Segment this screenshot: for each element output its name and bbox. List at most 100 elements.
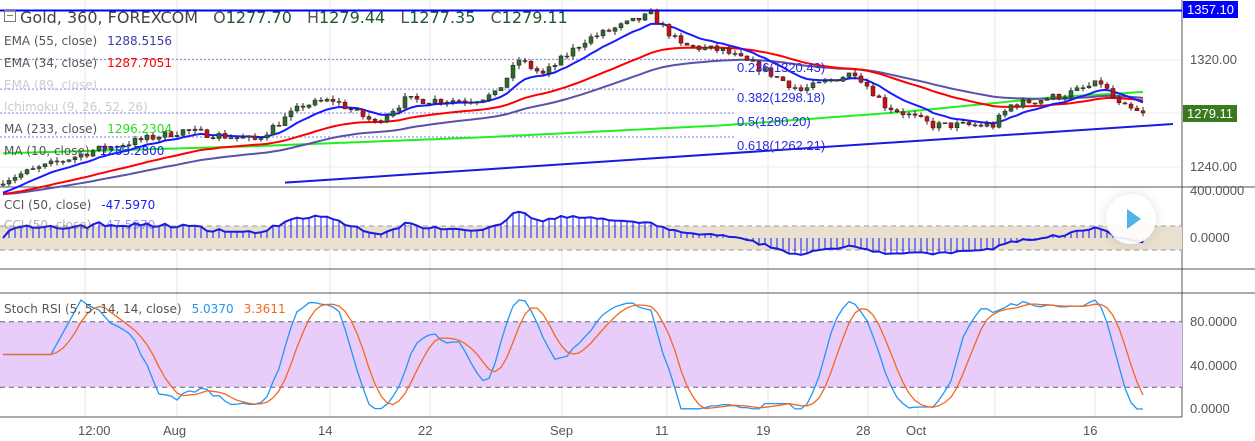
candle-body: [6, 180, 12, 185]
candle-body: [720, 47, 726, 51]
indicator-value: 1283.2800: [99, 144, 165, 158]
candle-body: [78, 153, 84, 158]
stoch-legend[interactable]: Stoch RSI (5, 5, 14, 14, close) 5.0370 3.3…: [4, 302, 286, 316]
candle-body: [798, 87, 804, 91]
candle-body: [462, 100, 468, 103]
candle-body: [648, 10, 654, 15]
indicator-legend[interactable]: EMA (55, close) 1288.5156: [4, 34, 172, 48]
candle-body: [678, 35, 684, 44]
candle-body: [762, 67, 768, 72]
candle-body: [1110, 88, 1116, 98]
candle-body: [1020, 99, 1026, 108]
candle-body: [882, 97, 888, 109]
candle-body: [564, 55, 570, 58]
candle-body: [528, 61, 534, 69]
candle-body: [792, 87, 798, 89]
candle-body: [414, 96, 420, 100]
candle-body: [552, 65, 558, 67]
candle-body: [1074, 87, 1080, 91]
high-value: 1279.44: [319, 8, 386, 27]
ma233-line: [2, 91, 1144, 155]
indicator-legend[interactable]: EMA (89, close): [4, 78, 107, 92]
candle-body: [1062, 96, 1068, 100]
candle-body: [750, 60, 756, 62]
candle-body: [240, 137, 246, 139]
candle-body: [102, 145, 108, 150]
indicator-name: MA (10, close): [4, 144, 90, 158]
indicator-legend[interactable]: EMA (34, close) 1287.7051: [4, 56, 172, 70]
ma10-line: [2, 22, 1144, 194]
candle-body: [732, 53, 738, 55]
indicator-legend[interactable]: Ichimoku (9, 26, 52, 26): [4, 100, 158, 114]
indicator-name: Ichimoku (9, 26, 52, 26): [4, 100, 148, 114]
candle-body: [642, 13, 648, 21]
cci-legend[interactable]: CCI (50, close) -47.5970: [4, 198, 155, 212]
candle-body: [474, 101, 480, 104]
candle-body: [312, 99, 318, 106]
candle-body: [390, 110, 396, 117]
candle-body: [168, 131, 174, 137]
candle-body: [546, 66, 552, 74]
candle-body: [966, 122, 972, 126]
candle-body: [204, 129, 210, 138]
candle-body: [120, 145, 126, 148]
candle-body: [918, 115, 924, 117]
stoch-k-line: [3, 299, 1143, 410]
candle-body: [888, 107, 894, 111]
last-price-tag: 1279.11: [1183, 105, 1238, 122]
candle-body: [816, 81, 822, 84]
candle-body: [348, 108, 354, 111]
open-label: O: [213, 8, 226, 27]
cci-name: CCI (50, close): [4, 198, 92, 212]
time-tick: Sep: [550, 423, 574, 438]
price-tick: 1240.00: [1190, 159, 1237, 174]
candle-body: [126, 144, 132, 147]
candle-body: [852, 72, 858, 77]
candle-body: [162, 131, 168, 138]
indicator-legend[interactable]: MA (233, close) 1296.2304: [4, 122, 172, 136]
candle-body: [156, 137, 162, 140]
candle-body: [900, 111, 906, 116]
candle-body: [1056, 94, 1062, 100]
fib-label-0236: 0.236(1320.43): [737, 60, 826, 75]
cci-tick: 400.0000: [1190, 183, 1245, 198]
candle-body: [930, 120, 936, 129]
candle-body: [210, 137, 216, 139]
candle-body: [504, 77, 510, 88]
candle-body: [972, 124, 978, 127]
candle-body: [630, 17, 636, 22]
candle-body: [354, 109, 360, 111]
play-icon[interactable]: [1106, 194, 1156, 244]
candle-body: [498, 87, 504, 91]
indicator-legend[interactable]: MA (10, close) 1283.2800: [4, 144, 164, 158]
minus-square-icon[interactable]: [4, 10, 16, 22]
candle-body: [420, 98, 426, 104]
candle-body: [960, 122, 966, 124]
candle-body: [516, 60, 522, 66]
candle-body: [714, 45, 720, 51]
candle-body: [258, 137, 264, 140]
candle-body: [132, 138, 138, 146]
candle-body: [594, 35, 600, 38]
candle-body: [744, 55, 750, 61]
candle-body: [606, 29, 612, 32]
time-tick: 11: [655, 423, 669, 438]
candle-body: [216, 133, 222, 139]
candle-body: [654, 10, 660, 25]
time-tick: 12:00: [78, 423, 111, 438]
candle-body: [906, 113, 912, 116]
candle-body: [60, 161, 66, 163]
candle-body: [600, 29, 606, 37]
candle-body: [18, 173, 24, 178]
candle-body: [42, 163, 48, 168]
candle-body: [264, 134, 270, 139]
candle-body: [468, 101, 474, 104]
candle-body: [876, 95, 882, 98]
candle-body: [774, 76, 780, 78]
candle-body: [618, 23, 624, 29]
indicator-name: EMA (55, close): [4, 34, 98, 48]
candle-body: [990, 123, 996, 128]
candle-body: [222, 133, 228, 139]
candle-body: [1038, 100, 1044, 104]
